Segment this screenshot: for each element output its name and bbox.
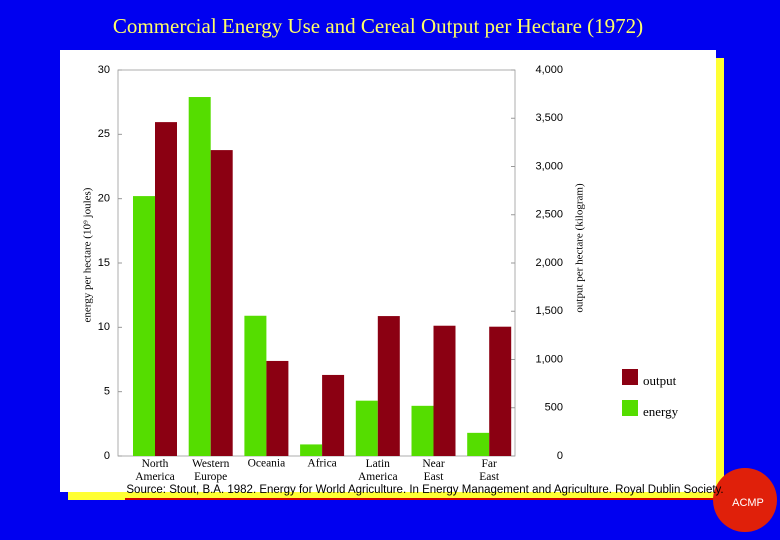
- x-tick-label: Near East: [422, 458, 445, 483]
- y2-tick-label: 2,500: [535, 209, 563, 221]
- bar: [266, 360, 289, 456]
- y2-axis-title: output per hectare (kilogram): [574, 183, 586, 313]
- legend-swatch: [622, 369, 638, 385]
- bar: [188, 97, 211, 457]
- x-tick-label: Western Europe: [192, 458, 230, 483]
- bar: [155, 122, 177, 457]
- logo-text: ACMP: [732, 497, 764, 509]
- bar: [489, 326, 512, 456]
- y2-tick-label: 1,500: [535, 305, 563, 317]
- y2-tick-label: 500: [545, 402, 563, 414]
- y-tick-label: 30: [98, 64, 110, 76]
- y2-tick-label: 3,500: [535, 112, 563, 124]
- x-tick-label: Far East: [479, 458, 500, 483]
- y2-tick-label: 4,000: [535, 64, 563, 76]
- bar: [133, 196, 155, 457]
- x-tick-label: North America: [135, 458, 175, 483]
- bar: [411, 405, 434, 456]
- bar: [210, 150, 233, 456]
- legend-label: energy: [643, 404, 679, 419]
- y-tick-label: 15: [98, 257, 110, 269]
- y-tick-label: 5: [104, 386, 110, 398]
- legend-swatch: [622, 400, 638, 416]
- y2-tick-label: 1,000: [535, 353, 563, 365]
- legend-label: output: [643, 373, 677, 388]
- source-note: Source: Stout, B.A. 1982. Energy for Wor…: [126, 484, 723, 496]
- bar: [244, 315, 267, 456]
- y2-tick-label: 2,000: [535, 257, 563, 269]
- y-axis-title: energy per hectare (10⁹ joules): [82, 187, 94, 322]
- x-tick-label: Africa: [307, 458, 336, 470]
- y2-tick-label: 3,000: [535, 160, 563, 172]
- x-tick-label: Oceania: [248, 458, 286, 470]
- bar: [433, 325, 456, 456]
- chart-title: Commercial Energy Use and Cereal Output …: [113, 14, 643, 38]
- y-tick-label: 25: [98, 128, 110, 140]
- bar: [300, 444, 323, 456]
- bar: [322, 374, 345, 456]
- y2-tick-label: 0: [557, 450, 563, 462]
- bar: [377, 316, 400, 456]
- y-tick-label: 10: [98, 321, 110, 333]
- y-tick-label: 0: [104, 450, 110, 462]
- y-tick-label: 20: [98, 193, 110, 205]
- x-tick-label: Latin America: [358, 458, 398, 483]
- logo-badge: [713, 468, 777, 532]
- bar: [355, 400, 378, 456]
- bar: [467, 432, 490, 456]
